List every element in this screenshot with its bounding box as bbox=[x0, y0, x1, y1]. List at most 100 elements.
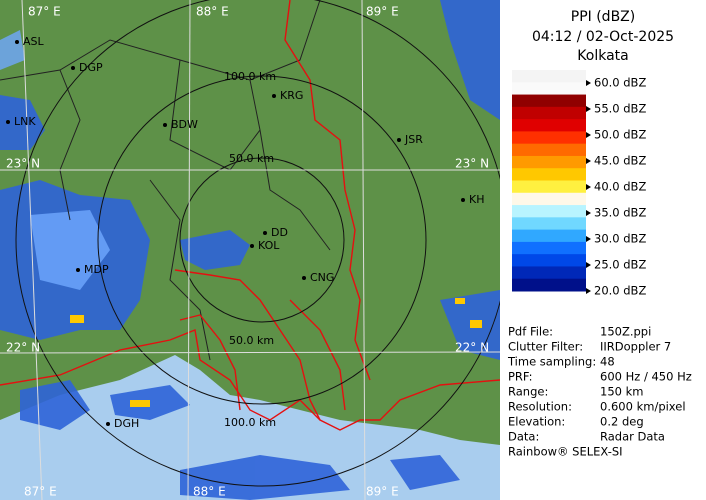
legend-band bbox=[512, 180, 586, 194]
grid-label: 88° E bbox=[193, 485, 226, 499]
legend-band bbox=[512, 192, 586, 206]
grid-label: 89° E bbox=[366, 5, 399, 19]
info-value: Radar Data bbox=[600, 430, 665, 444]
legend-tick bbox=[586, 262, 591, 268]
grid-label: 22° N bbox=[6, 341, 40, 355]
info-value: 150 km bbox=[600, 385, 643, 399]
info-value: 48 bbox=[600, 355, 615, 369]
legend-band bbox=[512, 155, 586, 169]
legend-tick bbox=[586, 288, 591, 294]
legend-tick bbox=[586, 106, 591, 112]
place-label: DD bbox=[271, 226, 288, 239]
place-dot bbox=[15, 40, 19, 44]
legend-band bbox=[512, 131, 586, 145]
place-dot bbox=[461, 198, 465, 202]
legend-band bbox=[512, 229, 586, 243]
legend-tick bbox=[586, 184, 591, 190]
legend: 60.0 dBZ 55.0 dBZ 50.0 dBZ 45.0 dBZ 40.0 dBZ… bbox=[512, 70, 646, 298]
place-label: MDP bbox=[84, 263, 109, 276]
place-label: DGP bbox=[79, 61, 103, 74]
info-value: IIRDoppler 7 bbox=[600, 340, 671, 354]
info-key: Clutter Filter: bbox=[508, 340, 583, 354]
panel-title: PPI (dBZ) bbox=[571, 9, 635, 25]
grid-label: 89° E bbox=[366, 485, 399, 499]
legend-label: 20.0 dBZ bbox=[594, 284, 646, 298]
place-dot bbox=[71, 66, 75, 70]
legend-label: 30.0 dBZ bbox=[594, 232, 646, 246]
info-value: 150Z.ppi bbox=[600, 325, 651, 339]
ring-label: 50.0 km bbox=[229, 334, 274, 347]
grid-label: 87° E bbox=[28, 5, 61, 19]
place-label: ASL bbox=[23, 35, 45, 48]
place-label: LNK bbox=[14, 115, 36, 128]
place-dot bbox=[250, 244, 254, 248]
info-table: Pdf File: 150Z.ppi Clutter Filter: IIRDoppl… bbox=[507, 325, 692, 444]
legend-band bbox=[512, 168, 586, 181]
ring-label: 100.0 km bbox=[224, 70, 276, 83]
legend-band bbox=[512, 254, 586, 267]
strong-echoes bbox=[70, 298, 482, 407]
legend-label: 50.0 dBZ bbox=[594, 128, 646, 142]
place-label: CNG bbox=[310, 271, 334, 284]
info-key: Data: bbox=[508, 430, 539, 444]
grid-label: 87° E bbox=[24, 485, 57, 499]
legend-tick bbox=[586, 236, 591, 242]
ring-label: 100.0 km bbox=[224, 416, 276, 429]
place-dot bbox=[76, 268, 80, 272]
legend-band bbox=[512, 143, 586, 157]
info-key: Range: bbox=[508, 385, 548, 399]
map: 87° E 88° E 89° E 23° N 22° N 23° N 22° … bbox=[0, 0, 500, 500]
info-value: 0.600 km/pixel bbox=[600, 400, 686, 414]
info-key: PRF: bbox=[508, 370, 533, 384]
legend-tick bbox=[586, 132, 591, 138]
legend-band bbox=[512, 217, 586, 231]
grid-label: 88° E bbox=[196, 5, 229, 19]
legend-tick bbox=[586, 158, 591, 164]
info-key: Elevation: bbox=[508, 415, 565, 429]
legend-band bbox=[512, 241, 586, 255]
place-dot bbox=[163, 123, 167, 127]
place-dot bbox=[272, 94, 276, 98]
info-key: Time sampling: bbox=[507, 355, 596, 369]
legend-label: 60.0 dBZ bbox=[594, 76, 646, 90]
info-value: 0.2 deg bbox=[600, 415, 644, 429]
place-label: BDW bbox=[171, 118, 198, 131]
legend-band bbox=[512, 119, 586, 132]
range-rings bbox=[15, 0, 500, 487]
legend-label: 55.0 dBZ bbox=[594, 102, 646, 116]
panel-time: 04:12 / 02-Oct-2025 bbox=[532, 29, 674, 45]
place-label: DGH bbox=[114, 417, 139, 430]
graticule bbox=[0, 0, 500, 500]
info-value: 600 Hz / 450 Hz bbox=[600, 370, 692, 384]
legend-label: 40.0 dBZ bbox=[594, 180, 646, 194]
place-dot bbox=[106, 422, 110, 426]
legend-tick bbox=[586, 210, 591, 216]
place-label: KRG bbox=[280, 89, 303, 102]
legend-band bbox=[512, 205, 586, 218]
legend-label: 25.0 dBZ bbox=[594, 258, 646, 272]
legend-label: 45.0 dBZ bbox=[594, 154, 646, 168]
weak-echoes bbox=[0, 30, 110, 290]
info-key: Resolution: bbox=[508, 400, 572, 414]
boundaries bbox=[0, 0, 331, 361]
legend-tick bbox=[586, 80, 591, 86]
grid-label: 23° N bbox=[6, 157, 40, 171]
rivers bbox=[0, 0, 500, 431]
legend-band bbox=[512, 278, 586, 292]
info-key: Pdf File: bbox=[508, 325, 553, 339]
legend-band bbox=[512, 94, 586, 108]
place-dot bbox=[263, 231, 267, 235]
place-dot bbox=[397, 138, 401, 142]
place-label: KOL bbox=[258, 239, 280, 252]
grid-label: 23° N bbox=[455, 157, 489, 171]
place-dot bbox=[6, 120, 10, 124]
ring-label: 50.0 km bbox=[229, 152, 274, 165]
legend-band bbox=[512, 266, 586, 280]
panel-site: Kolkata bbox=[577, 48, 628, 64]
sea bbox=[0, 355, 500, 500]
legend-label: 35.0 dBZ bbox=[594, 206, 646, 220]
place-label: JSR bbox=[404, 133, 423, 146]
place-dot bbox=[302, 276, 306, 280]
